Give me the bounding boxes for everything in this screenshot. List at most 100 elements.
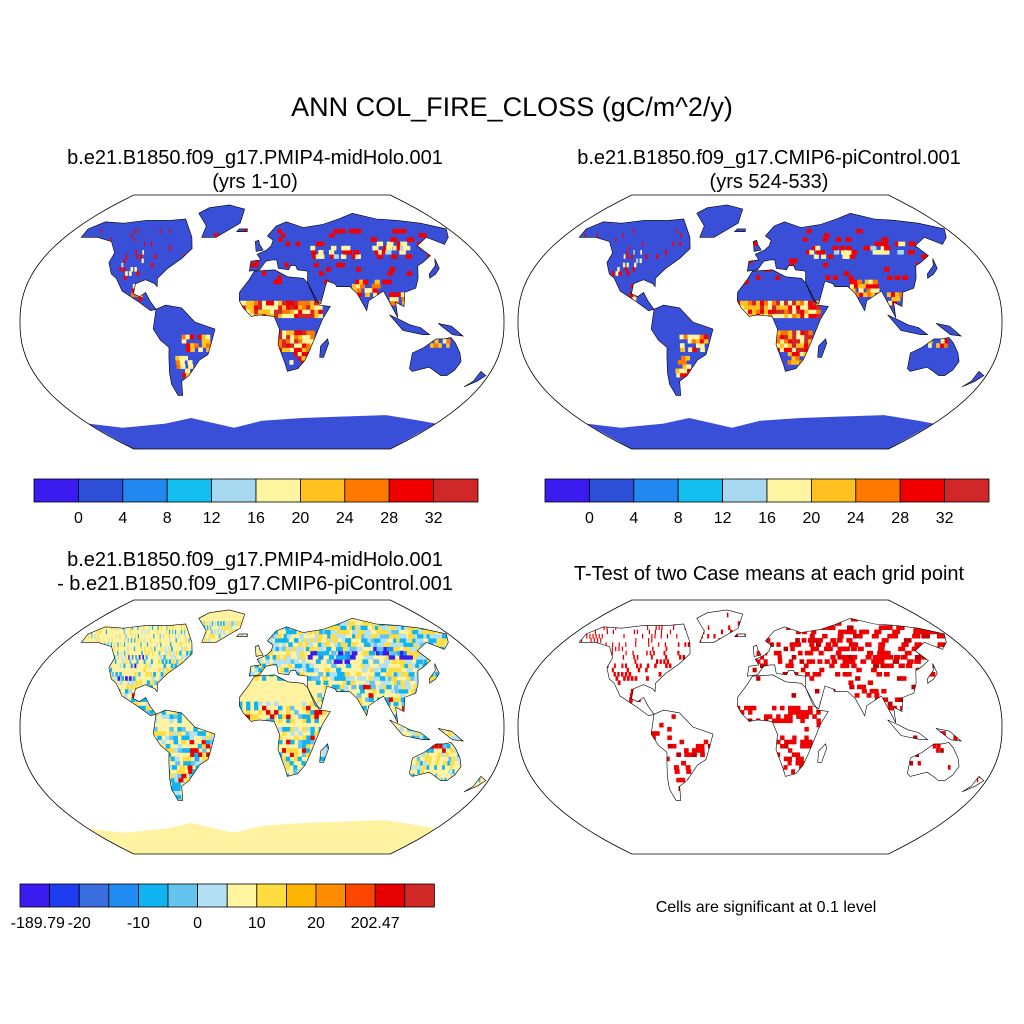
midholo-grid-cell (297, 355, 302, 361)
difference-grid-cell (307, 655, 313, 660)
ttest-grid-cell (685, 765, 691, 770)
ttest-grid-cell (780, 718, 785, 724)
difference-grid-cell (201, 739, 207, 745)
difference-grid-cell (159, 633, 161, 639)
colorbar-difference-box (374, 883, 406, 908)
picontrol-grid-cell (627, 254, 630, 259)
difference-grid-cell (186, 650, 189, 656)
difference-grid-cell (373, 646, 380, 652)
ttest-grid-cell (797, 650, 803, 656)
colorbar-difference-box (256, 883, 287, 908)
ttest-grid-cell (811, 638, 817, 643)
ttest-grid-cell (791, 655, 797, 660)
picontrol-coast-africa (736, 269, 829, 372)
difference-grid-cell (181, 773, 187, 779)
picontrol-grid-cell (853, 279, 859, 285)
midholo-grid-cell (179, 355, 185, 361)
picontrol-grid-cell (940, 343, 944, 348)
midholo-grid-cell (131, 292, 135, 297)
difference-grid-cell (282, 714, 287, 719)
midholo-grid-cell (246, 300, 251, 306)
difference-grid-cell (436, 642, 445, 647)
difference-grid-cell (117, 676, 121, 681)
midholo-grid-cell (406, 271, 413, 276)
difference-grid-cell (181, 739, 187, 745)
picontrol-grid-cell (780, 309, 785, 314)
ttest-grid-cell (898, 663, 905, 669)
difference-grid-cell (325, 629, 331, 635)
picontrol-grid-cell (874, 241, 882, 247)
picontrol-grid-cell (788, 338, 793, 344)
midholo-grid-cell (290, 305, 295, 310)
difference-grid-cell (345, 638, 352, 643)
panel-title-top-left: b.e21.B1850.f09_g17.PMIP4-midHolo.001 (y… (5, 146, 505, 194)
picontrol-grid-cell (680, 372, 686, 378)
difference-grid-cell (265, 655, 270, 660)
difference-grid-cell (218, 625, 221, 630)
midholo-grid-cell (389, 267, 396, 272)
midholo-grid-cell (121, 262, 124, 268)
difference-grid-cell (336, 667, 342, 673)
midholo-grid-cell (418, 233, 427, 238)
picontrol-grid-cell (894, 292, 900, 297)
picontrol-grid-cell (747, 309, 753, 314)
picontrol-grid-cell (788, 313, 793, 319)
difference-grid-cell (426, 748, 430, 753)
difference-grid-cell (397, 684, 404, 690)
difference-grid-cell (419, 760, 423, 766)
picontrol-grid-cell (784, 338, 789, 344)
midholo-grid-cell (282, 309, 287, 314)
difference-grid-cell (283, 633, 288, 639)
midholo-grid-cell (382, 279, 388, 285)
difference-grid-cell (157, 625, 159, 630)
picontrol-grid-cell (756, 309, 761, 314)
difference-grid-cell (325, 625, 332, 630)
picontrol-grid-cell (788, 305, 793, 310)
difference-grid-cell (179, 650, 182, 656)
picontrol-madagascar (817, 338, 827, 358)
difference-grid-cell (275, 646, 280, 652)
picontrol-grid-cell (824, 233, 830, 238)
midholo-grid-cell (353, 250, 360, 255)
ttest-grid-cell (629, 697, 633, 702)
difference-grid-cell (192, 769, 197, 774)
difference-grid-cell (168, 633, 171, 639)
difference-grid-cell (302, 735, 307, 741)
difference-grid-cell (134, 633, 136, 639)
difference-grid-cell (119, 663, 122, 669)
picontrol-grid-cell (796, 330, 801, 336)
difference-grid-cell (147, 629, 149, 635)
difference-coast-eurasia (248, 617, 449, 723)
midholo-grid-cell (298, 343, 303, 348)
midholo-grid-cell (310, 313, 315, 319)
picontrol-grid-cell (792, 300, 797, 306)
difference-grid-cell (331, 663, 337, 669)
picontrol-grid-cell (791, 351, 796, 357)
difference-grid-cell (143, 659, 146, 664)
midholo-grid-cell (183, 355, 188, 361)
ttest-grid-cell (666, 633, 669, 639)
difference-grid-cell (145, 672, 149, 677)
difference-grid-cell (162, 667, 165, 673)
picontrol-grid-cell (792, 334, 797, 340)
difference-grid-cell (107, 642, 109, 647)
colorbar-difference-tick-label: -20 (68, 915, 91, 932)
difference-grid-cell (415, 638, 424, 643)
midholo-grid-cell (310, 330, 315, 336)
difference-grid-cell (238, 701, 243, 707)
picontrol-grid-cell (780, 330, 785, 336)
difference-grid-cell (411, 663, 418, 669)
picontrol-grid-cell (784, 343, 789, 348)
midholo-grid-cell (290, 313, 295, 319)
difference-grid-cell (317, 693, 322, 698)
ttest-grid-cell (840, 663, 846, 669)
difference-grid-cell (323, 680, 329, 685)
difference-grid-cell (382, 684, 388, 690)
difference-grid-cell (344, 650, 351, 656)
difference-grid-cell (320, 650, 326, 656)
midholo-grid-cell (434, 338, 439, 344)
picontrol-grid-cell (833, 275, 838, 280)
difference-grid-cell (114, 655, 116, 660)
ttest-grid-cell (788, 748, 793, 753)
colorbar-midholo-box (166, 478, 212, 503)
